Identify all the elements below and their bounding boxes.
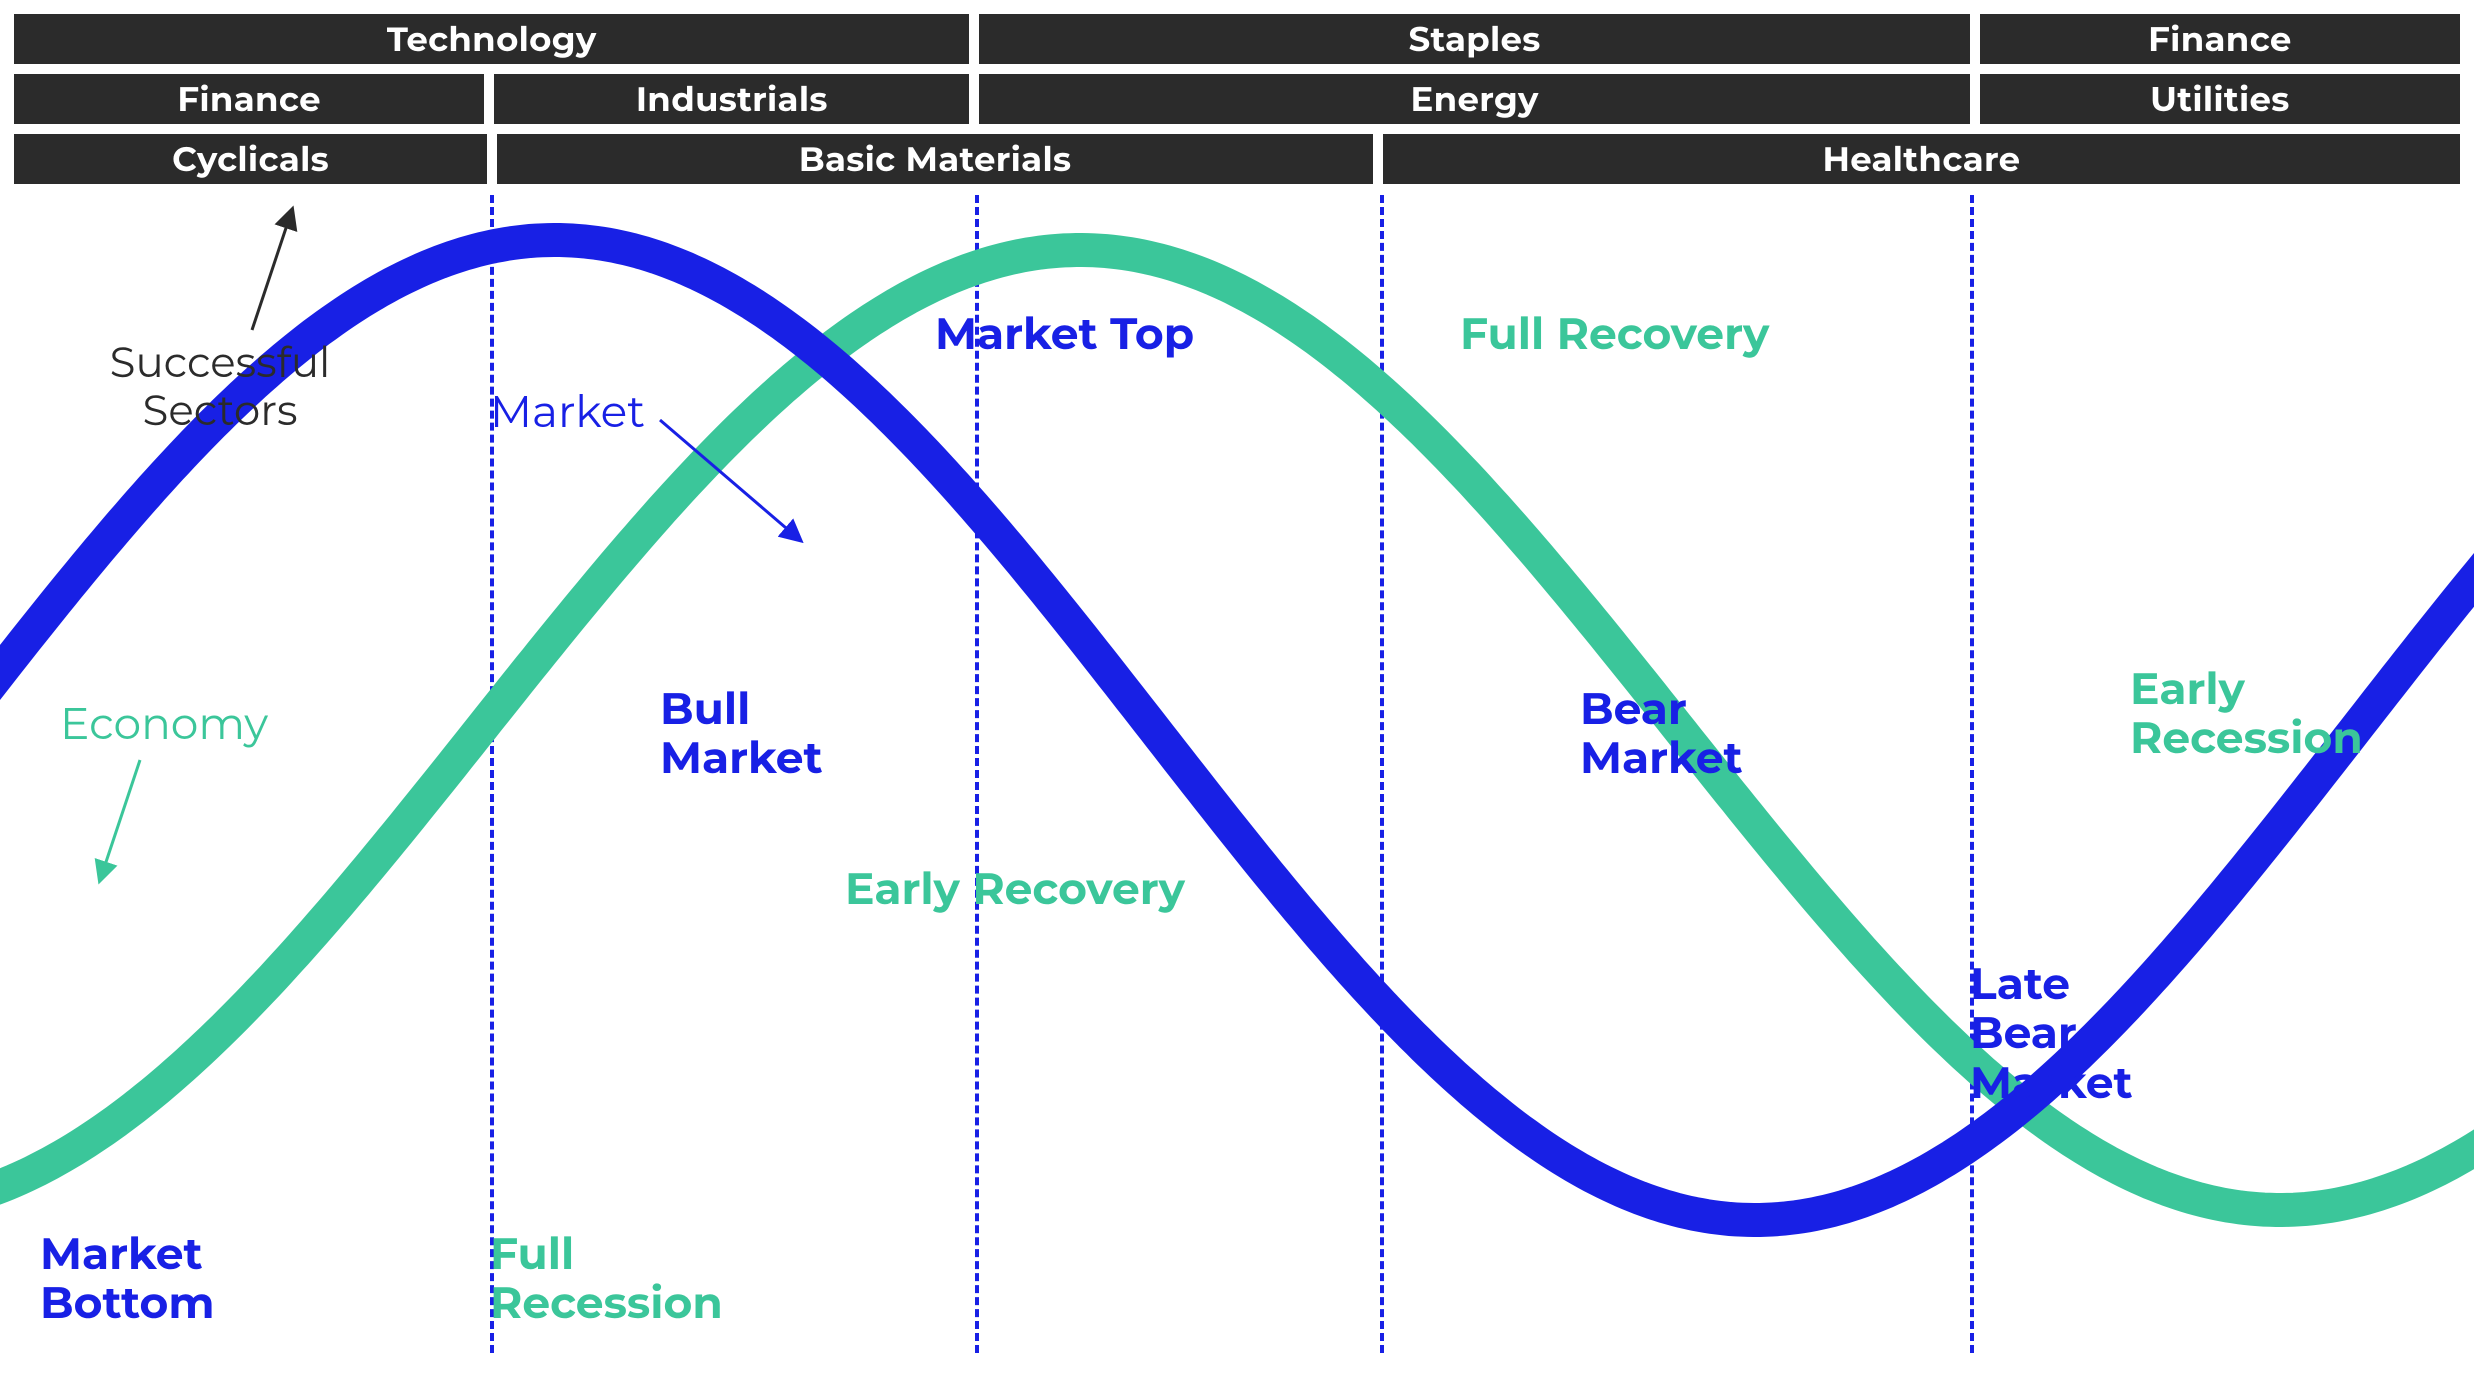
label-market-bottom: Market Bottom bbox=[40, 1230, 214, 1329]
label-late-bear-market: Late Bear Market bbox=[1970, 960, 2133, 1108]
label-bear-market: Bear Market bbox=[1580, 685, 1743, 784]
note-line1: Successful bbox=[110, 336, 331, 388]
diagram-canvas: Technology Staples Finance Finance Indus… bbox=[0, 0, 2474, 1387]
legend-economy: Economy bbox=[60, 700, 268, 749]
label-early-recession: Early Recession bbox=[2130, 665, 2363, 764]
note-line2: Sectors bbox=[143, 384, 298, 436]
label-bull-market: Bull Market bbox=[660, 685, 823, 784]
label-full-recession: Full Recession bbox=[490, 1230, 723, 1329]
arrow-note-to-bars-icon bbox=[252, 210, 292, 330]
label-early-recovery: Early Recovery bbox=[845, 865, 1185, 914]
arrow-economy-legend-icon bbox=[100, 760, 140, 880]
label-full-recovery: Full Recovery bbox=[1460, 310, 1769, 359]
legend-market: Market bbox=[490, 388, 645, 437]
note-successful-sectors: Successful Sectors bbox=[100, 338, 340, 435]
curves-svg bbox=[0, 0, 2474, 1387]
label-market-top: Market Top bbox=[935, 310, 1194, 359]
